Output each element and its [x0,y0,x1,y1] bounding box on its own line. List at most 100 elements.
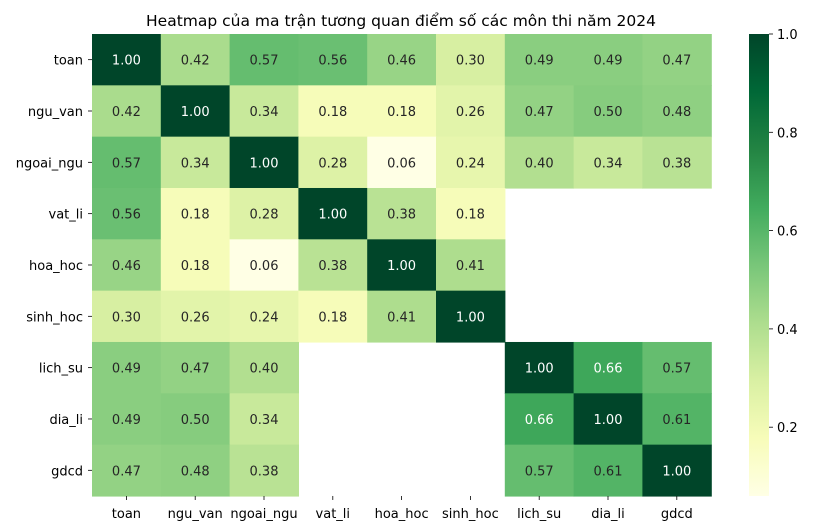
cell-value-label: 0.57 [250,54,279,69]
colorbar-tick-label: 0.6 [777,225,798,240]
cell-value-label: 0.47 [662,54,691,69]
heatmap-cell-dia_li-ngu_van [160,393,231,446]
colorbar: 0.2 0.4 0.6 0.8 1.0 [749,28,798,496]
heatmap-cell-toan-sinh_hoc [436,34,506,86]
heatmap-cell-sinh_hoc-toan [92,290,162,343]
heatmap-cell-ngu_van-sinh_hoc [436,85,506,138]
cell-value-label: 1.00 [662,464,691,479]
heatmap-cell-sinh_hoc-sinh_hoc [436,290,506,343]
cell-value-label: 0.42 [181,54,210,69]
heatmap-cell-sinh_hoc-ngu_van [160,290,231,343]
heatmap-cell-vat_li-toan [92,187,162,240]
cell-value-label: 0.30 [112,310,141,325]
cell-value-label: 1.00 [525,362,554,377]
cell-value-label: 1.00 [456,310,485,325]
cell-value-label: 1.00 [318,208,347,223]
heatmap-cell-ngu_van-toan [92,85,162,138]
x-tick-label-gdcd: gdcd [661,507,693,522]
cell-value-label: 0.47 [181,362,210,377]
cell-value-label: 0.24 [456,156,485,171]
cell-value-label: 0.48 [181,464,210,479]
heatmap-cell-vat_li-hoa_hoc [367,187,437,240]
cell-value-label: 0.50 [181,413,210,428]
heatmap-cell-gdcd-ngoai_ngu [229,444,299,497]
heatmap-cell-sinh_hoc-ngoai_ngu [229,290,299,343]
heatmap-cell-toan-ngoai_ngu [229,34,299,86]
heatmap-cell-hoa_hoc-sinh_hoc [436,239,506,292]
cell-value-label: 0.38 [250,464,279,479]
heatmap-cell-ngoai_ngu-dia_li [573,136,643,189]
heatmap-cell-vat_li-ngu_van [160,187,231,240]
heatmap-cell-vat_li-vat_li [298,187,368,240]
cell-value-label: 0.46 [387,54,416,69]
cell-value-label: 0.34 [594,156,623,171]
chart-title: Heatmap của ma trận tương quan điểm số c… [146,12,656,30]
heatmap-cell-lich_su-lich_su [504,341,575,394]
colorbar-gradient [749,34,769,496]
heatmap-cell-hoa_hoc-toan [92,239,162,292]
cell-value-label: 0.18 [456,208,485,223]
cell-value-label: 0.49 [525,54,554,69]
heatmap-cell-hoa_hoc-vat_li [298,239,368,292]
heatmap-cell-dia_li-ngoai_ngu [229,393,299,446]
heatmap-cell-ngu_van-gdcd [642,85,712,138]
heatmap-cell-toan-toan [92,34,162,86]
x-tick-label-ngu_van: ngu_van [168,507,223,522]
y-tick-label-dia_li: dia_li [49,413,83,428]
cell-value-label: 0.28 [250,208,279,223]
cell-value-label: 0.38 [318,259,347,274]
y-tick-label-sinh_hoc: sinh_hoc [26,310,83,325]
heatmap-cell-gdcd-lich_su [504,444,575,497]
colorbar-tick-label: 0.4 [777,323,798,338]
x-tick-label-vat_li: vat_li [316,507,350,522]
heatmap-cell-hoa_hoc-ngoai_ngu [229,239,299,292]
x-tick-label-toan: toan [112,507,141,522]
y-tick-label-lich_su: lich_su [39,362,83,377]
heatmap-cell-ngoai_ngu-lich_su [504,136,575,189]
cell-value-label: 1.00 [387,259,416,274]
y-axis-tick-labels: toan ngu_van ngoai_ngu vat_li hoa_hoc sinh_ho… [16,54,92,479]
cell-value-label: 0.06 [387,156,416,171]
heatmap-cell-toan-vat_li [298,34,368,86]
heatmap-cell-gdcd-gdcd [642,444,712,497]
cell-value-label: 0.46 [112,259,141,274]
heatmap-cell-ngoai_ngu-hoa_hoc [367,136,437,189]
cell-value-label: 0.47 [525,105,554,120]
heatmap-cell-toan-gdcd [642,34,712,86]
heatmap-cell-lich_su-dia_li [573,341,643,394]
x-tick-label-lich_su: lich_su [517,507,561,522]
cell-value-label: 0.40 [250,362,279,377]
heatmap-cell-vat_li-sinh_hoc [436,187,506,240]
heatmap-cell-sinh_hoc-hoa_hoc [367,290,437,343]
heatmap-cell-lich_su-toan [92,341,162,394]
heatmap-cell-ngu_van-hoa_hoc [367,85,437,138]
cell-value-label: 1.00 [181,105,210,120]
cell-value-label: 0.38 [662,156,691,171]
heatmap-cell-toan-lich_su [504,34,575,86]
cell-value-label: 0.40 [525,156,554,171]
heatmap-cell-ngu_van-ngoai_ngu [229,85,299,138]
heatmap-cell-ngoai_ngu-ngu_van [160,136,231,189]
y-tick-label-ngoai_ngu: ngoai_ngu [16,156,83,171]
cell-value-label: 0.49 [594,54,623,69]
cell-value-label: 0.18 [318,310,347,325]
heatmap-cell-dia_li-lich_su [504,393,575,446]
heatmap-cell-sinh_hoc-vat_li [298,290,368,343]
heatmap-cell-gdcd-toan [92,444,162,497]
cell-value-label: 0.41 [456,259,485,274]
cell-value-label: 0.66 [594,362,623,377]
cell-value-label: 0.42 [112,105,141,120]
colorbar-tick-label: 0.8 [777,126,798,141]
heatmap-cell-ngoai_ngu-ngoai_ngu [229,136,299,189]
x-tick-label-ngoai_ngu: ngoai_ngu [230,507,297,522]
cell-value-label: 0.28 [318,156,347,171]
cell-value-label: 0.38 [387,208,416,223]
y-tick-label-vat_li: vat_li [49,208,83,223]
heatmap-cell-ngoai_ngu-vat_li [298,136,368,189]
cell-value-label: 0.18 [318,105,347,120]
heatmap-cell-dia_li-dia_li [573,393,643,446]
heatmap-cell-ngu_van-lich_su [504,85,575,138]
heatmap-cell-toan-ngu_van [160,34,231,86]
heatmap-cell-ngu_van-ngu_van [160,85,231,138]
